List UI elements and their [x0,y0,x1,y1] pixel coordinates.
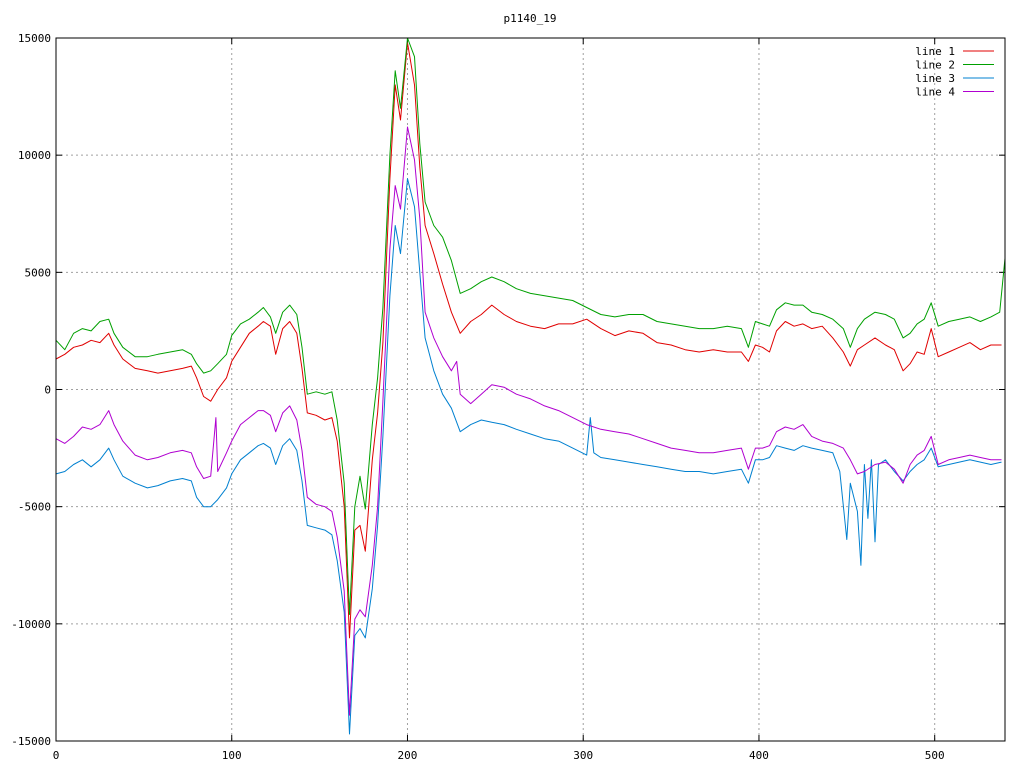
series-line-4 [55,126,1002,716]
series-line-1 [55,42,1002,639]
series-line-3 [55,178,1002,735]
legend-label: line 3 [915,72,955,85]
y-tick-label: 10000 [18,149,51,162]
y-tick-label: -10000 [11,618,51,631]
x-tick-label: 500 [925,749,945,762]
x-tick-label: 300 [573,749,593,762]
x-tick-label: 100 [222,749,242,762]
plot-frame [55,37,1006,742]
axes: -15000 -10000 -5000 0 5000 10000 15000 0 100 200 3… [11,32,1005,762]
x-tick-label: 200 [398,749,418,762]
y-tick-label: 0 [44,384,51,397]
x-tick-label: 400 [749,749,769,762]
series-line-2 [55,37,1006,615]
y-tick-label: 5000 [25,266,52,279]
legend-label: line 4 [915,86,955,99]
grid [56,38,1005,741]
y-tick-label: -5000 [18,501,51,514]
legend-label: line 2 [915,59,955,72]
chart-title: p1140_19 [504,12,557,25]
y-tick-label: -15000 [11,735,51,748]
legend-label: line 1 [915,45,955,58]
series-layer [55,37,1006,735]
x-tick-label: 0 [53,749,60,762]
y-tick-label: 15000 [18,32,51,45]
